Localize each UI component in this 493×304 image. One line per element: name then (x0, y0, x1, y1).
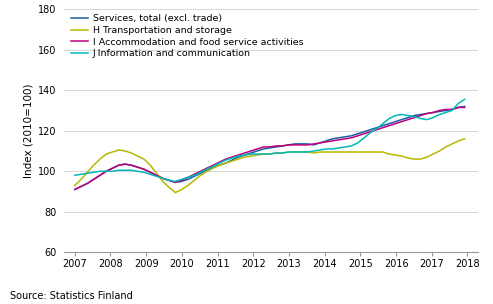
H Transportation and storage (72, 184, 78, 187)
I Accommodation and food service activities (254, 147, 260, 151)
I Accommodation and food service activities (72, 188, 78, 191)
Services, total (excl. trade) (267, 146, 273, 150)
H Transportation and storage (173, 191, 178, 194)
H Transportation and storage (456, 139, 461, 143)
J Information and communication (461, 98, 467, 101)
I Accommodation and food service activities (449, 108, 455, 111)
Line: Services, total (excl. trade): Services, total (excl. trade) (75, 106, 464, 189)
I Accommodation and food service activities (179, 178, 185, 182)
Line: H Transportation and storage: H Transportation and storage (75, 139, 464, 192)
Services, total (excl. trade) (179, 180, 185, 183)
J Information and communication (456, 102, 461, 105)
Line: J Information and communication: J Information and communication (75, 99, 464, 181)
I Accommodation and food service activities (461, 105, 467, 109)
J Information and communication (260, 152, 266, 156)
J Information and communication (349, 144, 354, 148)
H Transportation and storage (260, 152, 266, 156)
I Accommodation and food service activities (191, 172, 197, 176)
Line: I Accommodation and food service activities: I Accommodation and food service activit… (75, 107, 464, 189)
H Transportation and storage (273, 151, 279, 155)
I Accommodation and food service activities (456, 105, 461, 109)
J Information and communication (72, 174, 78, 177)
Services, total (excl. trade) (342, 135, 348, 139)
H Transportation and storage (461, 137, 467, 141)
Services, total (excl. trade) (72, 188, 78, 191)
I Accommodation and food service activities (267, 145, 273, 149)
J Information and communication (273, 151, 279, 155)
I Accommodation and food service activities (342, 137, 348, 141)
Y-axis label: Index (2010=100): Index (2010=100) (24, 84, 34, 178)
J Information and communication (173, 180, 178, 183)
Text: Source: Statistics Finland: Source: Statistics Finland (10, 291, 133, 301)
Services, total (excl. trade) (191, 174, 197, 178)
Legend: Services, total (excl. trade), H Transportation and storage, I Accommodation and: Services, total (excl. trade), H Transpo… (69, 12, 305, 60)
H Transportation and storage (349, 150, 354, 154)
Services, total (excl. trade) (461, 105, 467, 108)
H Transportation and storage (198, 174, 204, 177)
Services, total (excl. trade) (254, 149, 260, 153)
Services, total (excl. trade) (456, 105, 461, 109)
J Information and communication (185, 175, 191, 179)
H Transportation and storage (185, 184, 191, 187)
J Information and communication (198, 171, 204, 174)
